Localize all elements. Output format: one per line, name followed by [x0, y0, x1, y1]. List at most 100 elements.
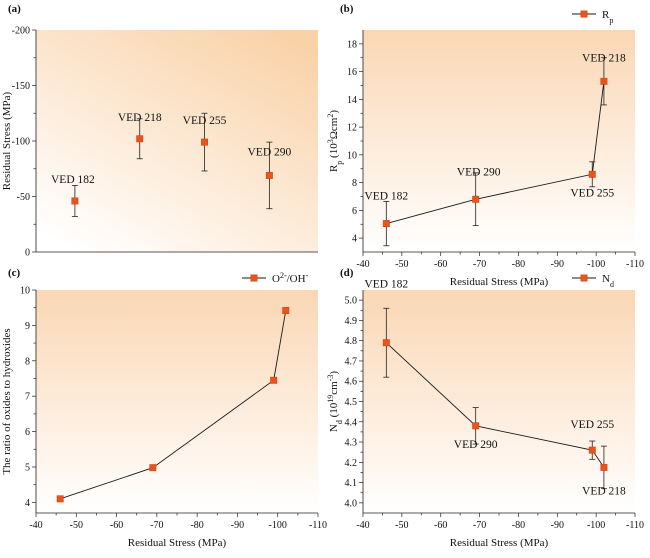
- chart-panel-c: 4 5 6 7 8 9 10 -40 -50 -60 -70 -80 -90 -100 -110 Residu…: [1, 267, 327, 549]
- y-tick-label: -50: [17, 192, 30, 203]
- x-tick-label: -110: [309, 520, 327, 531]
- data-point: [588, 446, 596, 454]
- data-point: [588, 170, 596, 178]
- data-point: [270, 376, 278, 384]
- data-point: [282, 307, 290, 314]
- legend: Rp: [572, 9, 613, 25]
- x-tick-label: -70: [150, 520, 163, 531]
- y-tick-label: 4.3: [345, 438, 358, 449]
- panel-label: (a): [8, 3, 21, 15]
- y-tick-label: 0: [25, 248, 30, 259]
- x-tick-label: -50: [395, 259, 408, 270]
- chart-panel-b: 4 6 8 10 12 14 16 18 -40 -50 -60 -70 -80 -90 -100 -110 R…: [326, 3, 644, 288]
- x-tick-label: -100: [587, 520, 605, 531]
- data-point: [56, 495, 64, 503]
- y-tick-label: 7: [25, 392, 30, 403]
- x-axis-title: Residual Stress (MPa): [450, 276, 549, 288]
- x-tick-label: -90: [551, 259, 564, 270]
- x-tick-label: -100: [269, 520, 287, 531]
- y-tick-label: 4.1: [345, 478, 358, 489]
- data-point: [382, 220, 390, 228]
- data-point: [600, 77, 608, 85]
- legend-marker: [250, 274, 258, 282]
- point-label: VED 218: [582, 52, 626, 64]
- y-axis-title: The ratio of oxides to hydroxides: [1, 328, 13, 474]
- point-label: VED 182: [364, 279, 408, 291]
- plot-background: [363, 290, 635, 513]
- x-tick-label: -80: [190, 520, 203, 531]
- x-tick-label: -40: [356, 520, 369, 531]
- point-label: VED 255: [183, 115, 227, 127]
- x-tick-label: -50: [70, 520, 83, 531]
- panel-label: (c): [8, 267, 21, 279]
- legend-label: Nd: [602, 273, 614, 289]
- data-point: [600, 463, 608, 471]
- y-tick-label: -100: [12, 137, 30, 148]
- data-point: [382, 339, 390, 347]
- y-tick-label: 4.9: [345, 316, 358, 327]
- y-tick-label: 16: [347, 67, 357, 78]
- y-tick-label: 6: [352, 206, 357, 217]
- y-tick-label: -150: [12, 81, 30, 92]
- plot-background: [363, 30, 635, 252]
- point-label: VED 255: [570, 419, 614, 431]
- y-tick-label: 8: [25, 356, 30, 367]
- point-label: VED 290: [454, 439, 498, 451]
- x-tick-label: -40: [356, 259, 369, 270]
- y-tick-label: 4.7: [345, 356, 358, 367]
- data-point: [472, 195, 480, 203]
- data-point: [149, 464, 157, 472]
- series-line: [386, 81, 605, 224]
- series-line: [386, 342, 605, 468]
- y-tick-label: 8: [352, 178, 357, 189]
- chart-panel-d: 4.0 4.1 4.2 4.3 4.4 4.5 4.6 4.7 4.8 4.9 5.0 -40 -50 -…: [326, 267, 644, 549]
- plot-background: [36, 290, 318, 513]
- y-tick-label: 4.2: [345, 458, 358, 469]
- x-tick-label: -60: [110, 520, 123, 531]
- y-axis-title: Residual Stress (MPa): [1, 91, 13, 190]
- series-line: [60, 310, 287, 500]
- point-label: VED 218: [582, 485, 626, 497]
- y-tick-label: 4.5: [345, 397, 358, 408]
- x-tick-label: -80: [512, 259, 525, 270]
- legend-marker: [580, 274, 588, 282]
- x-axis-title: Residual Stress (MPa): [128, 537, 227, 549]
- x-tick-label: -50: [395, 520, 408, 531]
- y-tick-label: -200: [12, 26, 30, 37]
- plot-background: [36, 30, 318, 252]
- y-tick-label: 9: [25, 321, 30, 332]
- y-tick-label: 4.4: [345, 417, 358, 428]
- y-tick-label: 4: [25, 498, 30, 509]
- data-point: [136, 135, 144, 143]
- x-tick-label: -90: [231, 520, 244, 531]
- y-axis-title: Rp (103Ωcm2): [326, 110, 344, 172]
- data-point: [265, 171, 273, 179]
- x-tick-label: -60: [434, 259, 447, 270]
- point-label: VED 218: [118, 112, 162, 124]
- point-label: VED 255: [570, 187, 614, 199]
- x-tick-label: -100: [587, 259, 605, 270]
- y-tick-label: 4.8: [345, 336, 358, 347]
- y-tick-label: 12: [347, 123, 357, 134]
- y-tick-label: 4.6: [345, 377, 358, 388]
- point-label: VED 182: [364, 191, 408, 203]
- legend-label: O2-/OH-: [272, 271, 309, 286]
- y-tick-label: 5.0: [345, 296, 358, 307]
- legend-marker: [580, 10, 588, 18]
- x-tick-label: -40: [29, 520, 42, 531]
- data-point: [201, 138, 209, 146]
- data-point: [71, 197, 79, 205]
- point-label: VED 290: [457, 166, 501, 178]
- y-tick-label: 10: [20, 286, 30, 297]
- x-tick-label: -70: [473, 520, 486, 531]
- y-tick-label: 6: [25, 427, 30, 438]
- x-tick-label: -70: [473, 259, 486, 270]
- legend-label: Rp: [602, 9, 613, 25]
- x-tick-label: -80: [512, 520, 525, 531]
- x-axis-title: Residual Stress (MPa): [450, 537, 549, 549]
- chart-panel-a: 0 -50 -100 -150 -200 Residual Stress (MPa) (a)…: [1, 3, 318, 259]
- y-tick-label: 10: [347, 150, 357, 161]
- y-tick-label: 4.0: [345, 498, 358, 509]
- x-tick-label: -110: [626, 259, 644, 270]
- panel-label: (d): [340, 267, 354, 279]
